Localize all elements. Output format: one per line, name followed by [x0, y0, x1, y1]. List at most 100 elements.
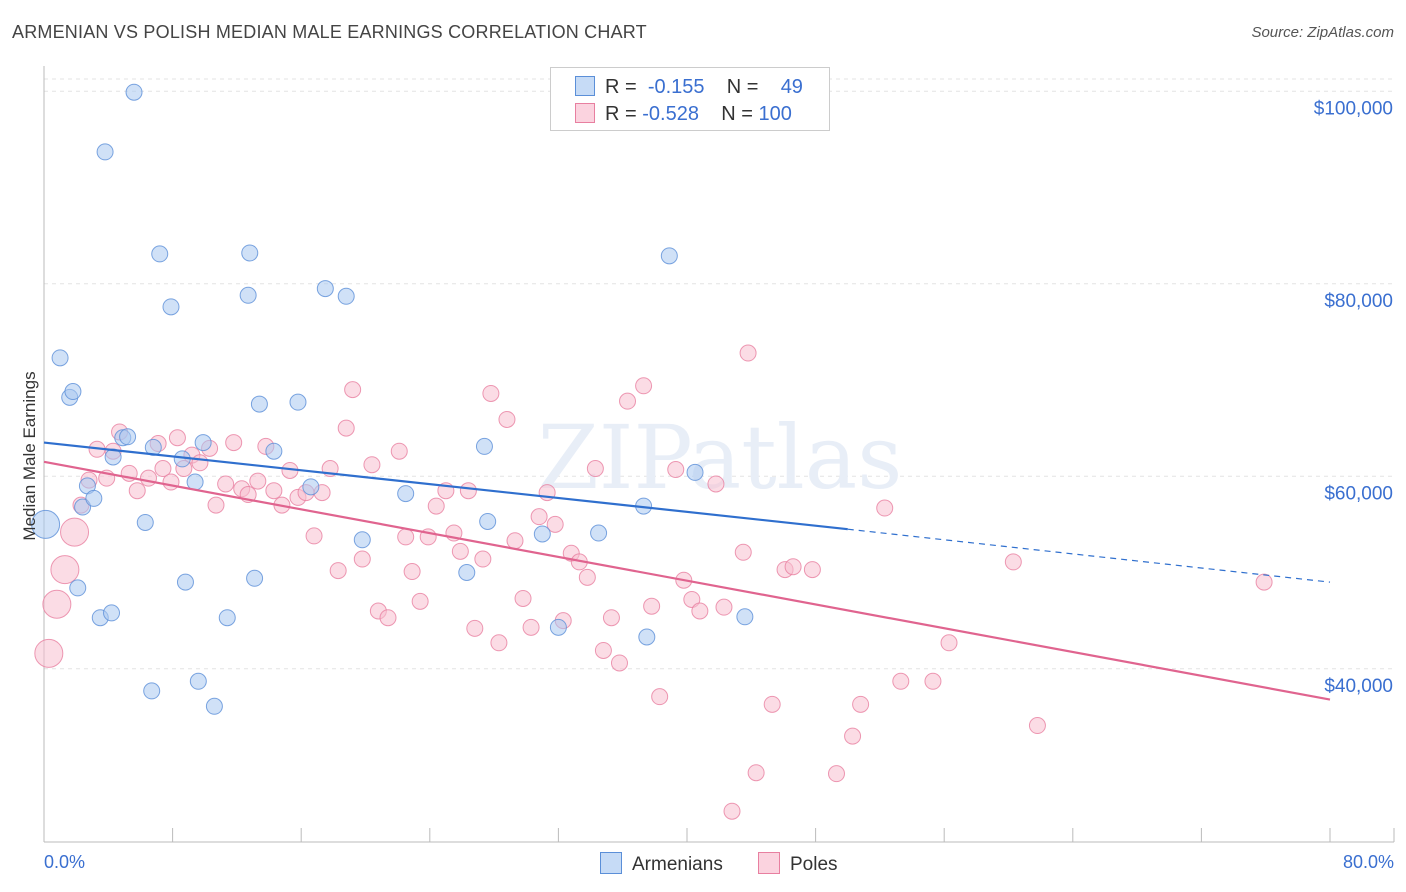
poles-swatch [575, 103, 595, 123]
poles-point [852, 695, 870, 713]
poles-point [578, 568, 596, 586]
poles-point [427, 497, 445, 515]
legend-n-value: 100 [758, 103, 792, 125]
poles-legend-swatch [758, 852, 780, 874]
armenians-point [397, 485, 415, 503]
poles-point [530, 508, 548, 526]
poles-point [667, 461, 685, 479]
poles-point [337, 419, 355, 437]
poles-point [34, 638, 64, 668]
poles-point [474, 550, 492, 568]
poles-point [459, 482, 477, 500]
poles-point [403, 563, 421, 581]
armenians-point [51, 349, 69, 367]
legend-row-poles: R = -0.528 N = 100 [575, 103, 792, 126]
poles-point [643, 597, 661, 615]
armenians-point [96, 143, 114, 161]
poles-point [734, 543, 752, 561]
poles-point [466, 619, 484, 637]
poles-point [379, 609, 397, 627]
armenians-point [69, 579, 87, 597]
poles-point [249, 472, 267, 490]
armenians-point [316, 280, 334, 298]
poles-legend-label: Poles [790, 854, 838, 875]
armenians-point [302, 478, 320, 496]
armenians-point [241, 244, 259, 262]
bottom-legend-poles: Poles [758, 852, 838, 876]
poles-point [498, 410, 516, 428]
armenians-point [246, 569, 264, 587]
poles-point [827, 765, 845, 783]
legend-r-value: -0.528 [642, 103, 699, 125]
armenians-point [85, 489, 103, 507]
poles-point [60, 517, 90, 547]
legend-row-armenians: R = -0.155 N = 49 [575, 76, 803, 99]
armenians-point [250, 395, 268, 413]
armenians-point [205, 697, 223, 715]
armenians-point [475, 437, 493, 455]
poles-point [602, 609, 620, 627]
y-tick-labels: $40,000 $60,000 $80,000 $100,000 [1314, 98, 1393, 697]
poles-point [191, 454, 209, 472]
armenians-point [736, 608, 754, 626]
poles-point [451, 542, 469, 560]
chart-title: ARMENIAN VS POLISH MEDIAN MALE EARNINGS … [12, 22, 647, 42]
poles-point [514, 589, 532, 607]
poles-point [586, 460, 604, 478]
armenians-point [151, 245, 169, 263]
poles-point [329, 562, 347, 580]
legend-r-label: R = [605, 103, 637, 125]
poles-point [940, 634, 958, 652]
armenians-point [479, 512, 497, 530]
armenians-point [103, 604, 121, 622]
poles-point [784, 558, 802, 576]
y-axis-label: Median Male Earnings [20, 371, 39, 541]
armenians-point [590, 524, 608, 542]
poles-point [265, 482, 283, 500]
armenians-point [136, 513, 154, 531]
poles-point [397, 528, 415, 546]
poles-point [411, 592, 429, 610]
armenians-point [176, 573, 194, 591]
poles-point [522, 618, 540, 636]
armenians-swatch [575, 76, 595, 96]
armenians-trend-line [43, 441, 848, 531]
poles-point [506, 532, 524, 550]
poles-point [139, 469, 157, 487]
trend-lines [43, 441, 1331, 701]
armenians-point [686, 463, 704, 481]
poles-point [344, 381, 362, 399]
legend-r-value: -0.155 [647, 76, 705, 98]
poles-point [490, 634, 508, 652]
poles-point [924, 672, 942, 690]
armenians-point [194, 434, 212, 452]
poles-point [651, 688, 669, 706]
poles-point [390, 442, 408, 460]
poles-point [168, 429, 186, 447]
poles-trend-line [43, 460, 1331, 701]
poles-point [739, 344, 757, 362]
correlation-legend: R = -0.155 N = 49 R = -0.528 N = 100 [550, 67, 830, 131]
armenians-trend-extension [847, 528, 1331, 583]
armenians-point [74, 498, 92, 516]
poles-point [803, 561, 821, 579]
armenians-legend-swatch [600, 852, 622, 874]
poles-point [723, 802, 741, 820]
poles-point [42, 589, 72, 619]
poles-point [763, 695, 781, 713]
armenians-points [31, 83, 754, 715]
poles-point [363, 456, 381, 474]
poles-point [892, 672, 910, 690]
poles-point [715, 598, 733, 616]
armenians-point [638, 628, 656, 646]
poles-point [619, 392, 637, 410]
poles-point [1255, 573, 1273, 591]
armenians-point [189, 672, 207, 690]
poles-point [876, 499, 894, 517]
source-label: Source: ZipAtlas.com [1251, 24, 1394, 41]
poles-point [154, 460, 172, 478]
poles-point [353, 550, 371, 568]
poles-point [217, 475, 235, 493]
poles-point [594, 641, 612, 659]
